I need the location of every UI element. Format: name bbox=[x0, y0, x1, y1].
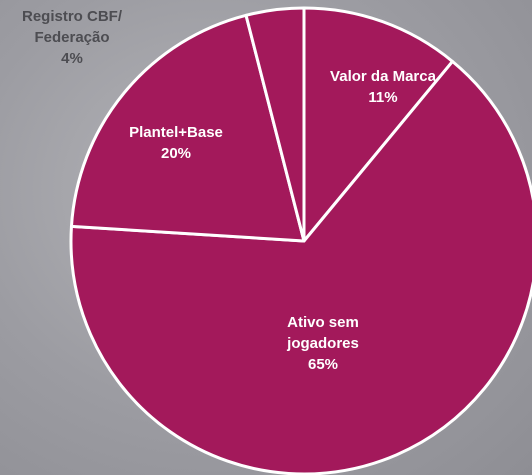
slice-value: 11% bbox=[368, 89, 398, 106]
pie-slice bbox=[69, 13, 306, 243]
pie-slice bbox=[302, 6, 455, 243]
slice-value: 4% bbox=[61, 50, 83, 67]
slice-label: Valor da Marca bbox=[330, 68, 436, 85]
pie-slice bbox=[244, 6, 306, 243]
slice-label: Ativo sem jogadores bbox=[287, 314, 359, 352]
slice-value: 20% bbox=[160, 145, 192, 162]
slice-label: Plantel+Base bbox=[129, 124, 223, 141]
slice-label: Registro CBF/ Federação bbox=[21, 8, 122, 46]
pie-slice bbox=[69, 59, 532, 475]
slice-value: 65% bbox=[307, 356, 339, 373]
